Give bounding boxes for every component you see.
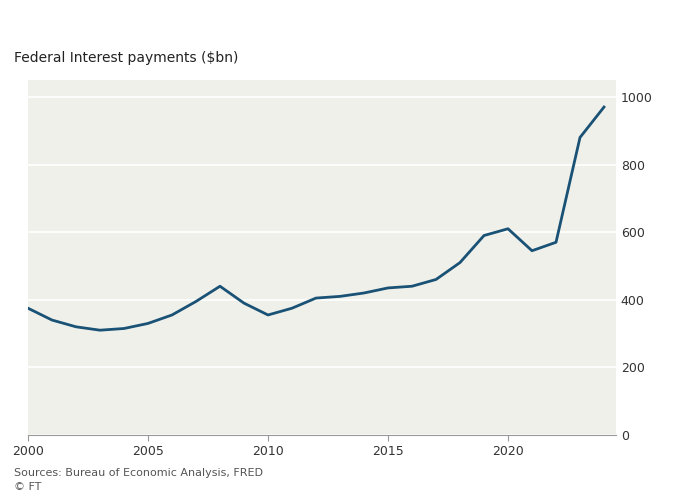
Text: Federal Interest payments ($bn): Federal Interest payments ($bn) [14, 51, 239, 65]
Text: Sources: Bureau of Economic Analysis, FRED: Sources: Bureau of Economic Analysis, FR… [14, 468, 263, 477]
Text: © FT: © FT [14, 482, 41, 492]
